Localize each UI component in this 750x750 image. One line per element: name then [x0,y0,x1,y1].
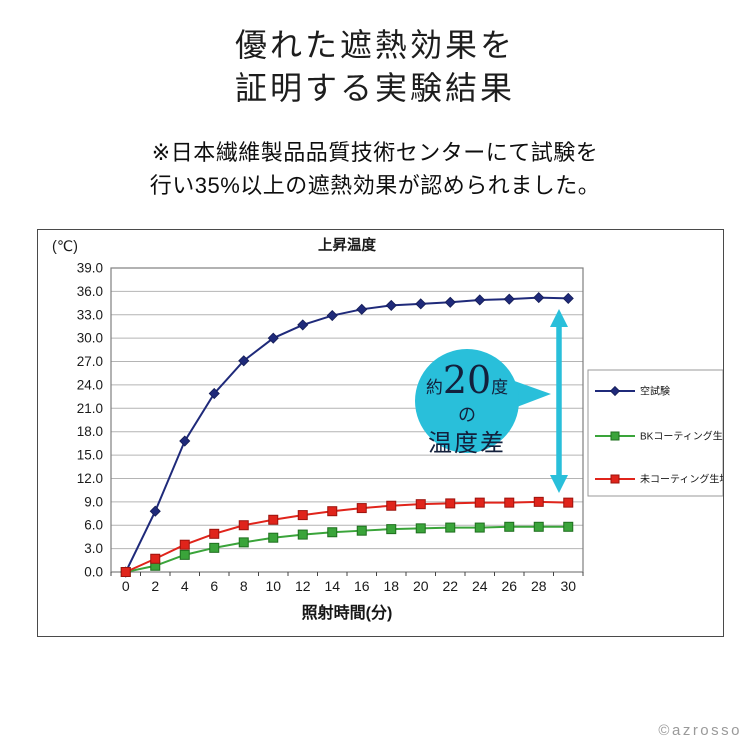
series-空試験 [120,292,574,578]
svg-text:9.0: 9.0 [84,494,103,509]
svg-text:39.0: 39.0 [77,261,103,276]
svg-text:26: 26 [501,578,517,594]
page-title: 優れた遮熱効果を 証明する実験結果 [0,24,750,110]
svg-text:30: 30 [560,578,576,594]
y-axis-tick-labels: 0.0 3.0 6.0 9.0 12.0 15.0 18.0 21.0 24.0 27.0 30.0… [77,261,103,580]
svg-text:21.0: 21.0 [77,401,103,416]
svg-text:約20度: 約20度 [426,358,508,402]
svg-text:30.0: 30.0 [77,331,103,346]
svg-text:0.0: 0.0 [84,565,103,580]
svg-text:12: 12 [295,578,311,594]
svg-text:0: 0 [122,578,130,594]
svg-text:24: 24 [472,578,488,594]
x-axis-title: 照射時間(分) [302,603,393,622]
series-BKコーティング生地 [120,521,574,577]
svg-text:15.0: 15.0 [77,448,103,463]
svg-text:3.0: 3.0 [84,541,103,556]
page-title-line1: 優れた遮熱効果を [234,26,515,64]
test-note-line2: 行い35%以上の遮熱効果が認められました。 [149,173,601,198]
temperature-rise-chart: 0.0 3.0 6.0 9.0 12.0 15.0 18.0 21.0 24.0 27.0 30.0… [52,236,733,622]
svg-text:6.0: 6.0 [84,518,103,533]
svg-text:18: 18 [383,578,399,594]
legend-item-BKコーティング生地: BKコーティング生地 [595,430,733,443]
svg-text:10: 10 [265,578,281,594]
svg-text:36.0: 36.0 [77,284,103,299]
svg-text:空試験: 空試験 [640,385,670,398]
test-note: ※日本繊維製品品質技術センターにて試験を 行い35%以上の遮熱効果が認められまし… [0,136,750,202]
svg-text:24.0: 24.0 [77,377,103,392]
svg-text:2: 2 [151,578,159,594]
svg-text:4: 4 [181,578,189,594]
series-未コーティング生地 [120,496,574,577]
svg-text:温度差: 温度差 [428,429,506,457]
legend: 空試験 BKコーティング生地未コーティング生地 [587,369,733,497]
temperature-gap-arrow [550,309,568,493]
legend-item-未コーティング生地: 未コーティング生地 [595,473,729,486]
svg-text:18.0: 18.0 [77,424,103,439]
svg-text:14: 14 [324,578,340,594]
svg-text:33.0: 33.0 [77,307,103,322]
x-axis-ticks-labels: 0 2 4 6 8 10 12 14 16 18 20 22 24 26 28 30 [110,572,584,594]
chart-title: 上昇温度 [318,236,376,254]
svg-text:BKコーティング生地: BKコーティング生地 [640,430,723,443]
y-axis-unit-label: (℃) [52,239,78,255]
svg-text:22: 22 [442,578,458,594]
svg-text:27.0: 27.0 [77,354,103,369]
page-title-line2: 証明する実験結果 [234,69,515,107]
svg-text:28: 28 [531,578,547,594]
svg-text:12.0: 12.0 [77,471,103,486]
svg-text:16: 16 [354,578,370,594]
svg-text:8: 8 [240,578,248,594]
copyright-watermark: ©azrosso [658,722,742,739]
svg-text:20: 20 [413,578,429,594]
svg-text:6: 6 [210,578,218,594]
svg-text:の: の [458,405,476,426]
svg-text:未コーティング生地: 未コーティング生地 [640,473,723,486]
test-note-line1: ※日本繊維製品品質技術センターにて試験を [151,140,599,165]
legend-item-空試験: 空試験 [595,385,670,398]
chart-container: 0.0 3.0 6.0 9.0 12.0 15.0 18.0 21.0 24.0 27.0 30.0… [37,229,733,637]
